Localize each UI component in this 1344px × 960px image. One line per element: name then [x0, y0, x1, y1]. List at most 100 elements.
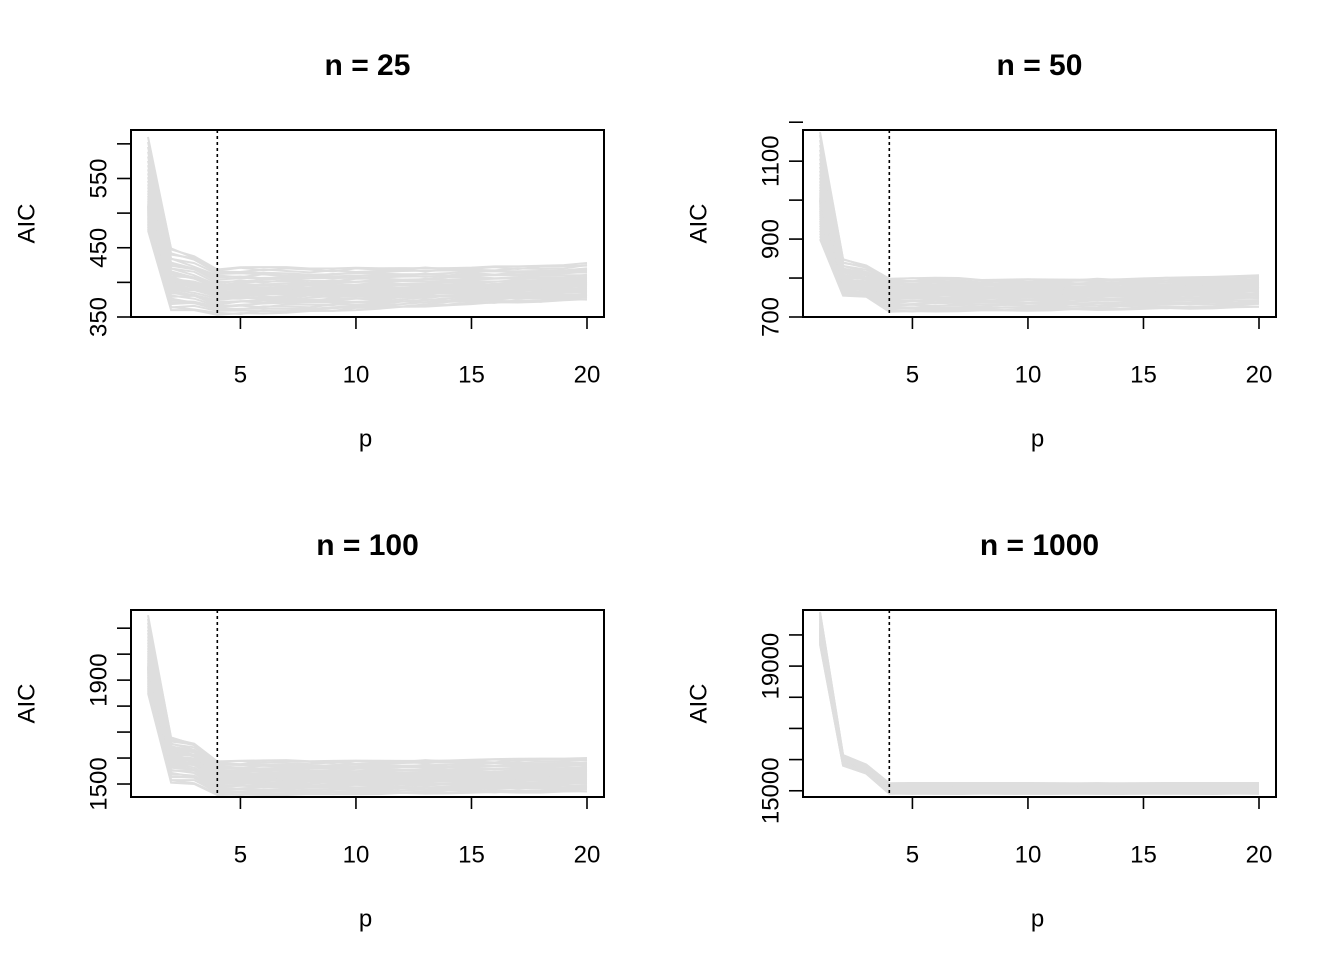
series-line [819, 183, 1260, 292]
chart-panel-3: n = 100 5 10 15 20 1500 1900 p AIC [13, 529, 605, 932]
plot-frame [802, 129, 1277, 318]
series-line [819, 622, 1260, 788]
series-line [819, 633, 1260, 792]
x-axis-label: p [359, 425, 372, 452]
x-tick-label: 5 [906, 841, 919, 868]
series-line [147, 164, 588, 280]
x-tick-label: 20 [574, 361, 601, 388]
series-line [147, 680, 588, 790]
y-axis-label: AIC [13, 203, 40, 243]
chart-panel-4: n = 1000 5 10 15 20 15000 19000 p AIC [685, 529, 1277, 932]
series-line [819, 631, 1260, 791]
y-tick-label: 1500 [85, 757, 112, 810]
y-tick-label: 1100 [757, 135, 784, 187]
series-line [819, 641, 1260, 795]
series-line [147, 146, 588, 274]
series-line [819, 627, 1260, 790]
y-axis-label: AIC [685, 683, 712, 723]
series-line [819, 633, 1260, 792]
x-axis-label: p [1031, 425, 1044, 452]
x-tick-label: 5 [906, 361, 919, 388]
series-line [819, 630, 1260, 791]
y-tick-label: 15000 [757, 757, 784, 824]
series-line [819, 631, 1260, 791]
series-line [819, 634, 1260, 792]
series-line [819, 638, 1260, 794]
series-line [147, 636, 588, 770]
series-line [819, 611, 1259, 785]
series-line [819, 149, 1260, 286]
series-line [819, 633, 1260, 792]
series-line [819, 618, 1260, 787]
x-tick-label: 5 [234, 841, 247, 868]
series-line [147, 141, 588, 273]
series-line [147, 655, 588, 777]
series-line [819, 153, 1260, 286]
chart-panel-2: n = 50 5 10 15 20 700 900 1100 p AIC [685, 49, 1277, 452]
series-lines [819, 131, 1260, 313]
series-line [819, 620, 1259, 787]
series-line [147, 622, 588, 766]
series-line [819, 180, 1260, 292]
series-line [147, 136, 588, 271]
chart-panel-1: n = 25 5 10 15 20 350 450 550 p AIC [13, 49, 605, 452]
series-line [147, 173, 588, 283]
chart-title: n = 1000 [980, 529, 1099, 562]
series-line [819, 626, 1260, 790]
series-line [819, 166, 1260, 289]
series-lines [819, 611, 1260, 795]
series-line [819, 636, 1259, 793]
series-lines [147, 136, 588, 316]
y-tick-label: 450 [85, 228, 112, 268]
x-tick-label: 20 [1246, 361, 1273, 388]
series-line [819, 632, 1260, 791]
series-line [819, 635, 1260, 792]
y-tick-label: 350 [85, 297, 112, 337]
chart-title: n = 100 [316, 529, 419, 562]
y-tick-label: 1900 [85, 653, 112, 706]
series-line [147, 160, 588, 279]
x-tick-label: 5 [234, 361, 247, 388]
plot-frame [130, 129, 605, 318]
series-line [147, 230, 588, 316]
series-line [147, 650, 588, 776]
series-line [147, 169, 588, 281]
series-line [819, 220, 1260, 306]
series-line [147, 676, 588, 787]
series-line [147, 218, 588, 308]
series-line [819, 162, 1260, 287]
series-line [147, 615, 588, 763]
series-line [819, 611, 1260, 785]
series-line [147, 645, 588, 774]
series-line [819, 139, 1260, 284]
series-line [819, 632, 1259, 791]
series-line [819, 639, 1260, 794]
x-tick-label: 10 [1015, 841, 1042, 868]
series-line [147, 618, 588, 765]
series-line [819, 134, 1260, 283]
series-line [819, 615, 1260, 787]
series-line [147, 652, 588, 776]
x-tick-label: 15 [458, 841, 485, 868]
series-line [147, 642, 588, 773]
series-line [819, 177, 1260, 291]
series-line [819, 632, 1260, 791]
series-line [819, 174, 1260, 290]
series-line [147, 632, 588, 769]
series-line [819, 613, 1260, 786]
series-line [147, 156, 588, 277]
y-tick-label: 550 [85, 158, 112, 198]
x-tick-label: 20 [1246, 841, 1273, 868]
x-axis-label: p [1031, 905, 1044, 932]
x-tick-label: 20 [574, 841, 601, 868]
series-line [819, 621, 1260, 788]
series-line [819, 238, 1260, 313]
series-line [819, 631, 1260, 791]
series-line [147, 692, 588, 796]
series-line [147, 639, 588, 770]
x-tick-label: 10 [1015, 361, 1042, 388]
series-line [147, 626, 588, 767]
series-line [819, 635, 1260, 793]
series-line [147, 214, 588, 304]
